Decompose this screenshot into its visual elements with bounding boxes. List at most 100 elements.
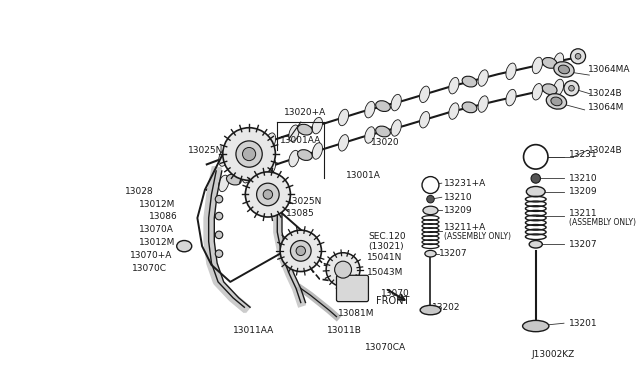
- Circle shape: [215, 212, 223, 220]
- Ellipse shape: [462, 102, 477, 113]
- Circle shape: [223, 128, 275, 180]
- Text: 13020+A: 13020+A: [284, 108, 326, 117]
- Text: (13021): (13021): [369, 242, 404, 251]
- Ellipse shape: [506, 63, 516, 80]
- Ellipse shape: [266, 158, 276, 175]
- Text: FRONT: FRONT: [376, 296, 410, 306]
- Ellipse shape: [542, 84, 557, 94]
- Text: 13024B: 13024B: [588, 89, 623, 98]
- Circle shape: [326, 253, 360, 286]
- Ellipse shape: [558, 65, 570, 74]
- Circle shape: [524, 145, 548, 169]
- Text: 13064MA: 13064MA: [588, 65, 631, 74]
- Circle shape: [422, 177, 439, 193]
- Ellipse shape: [298, 150, 312, 160]
- Circle shape: [564, 81, 579, 96]
- Text: 13012M: 13012M: [139, 200, 175, 209]
- Circle shape: [427, 195, 435, 203]
- Text: (ASSEMBLY ONLY): (ASSEMBLY ONLY): [444, 232, 511, 241]
- Ellipse shape: [365, 102, 375, 118]
- Text: J13002KZ: J13002KZ: [531, 350, 574, 359]
- Circle shape: [296, 246, 305, 256]
- Ellipse shape: [423, 206, 438, 215]
- Text: 13231+A: 13231+A: [444, 179, 486, 188]
- Text: 13020: 13020: [371, 138, 400, 147]
- Ellipse shape: [526, 186, 545, 197]
- Circle shape: [215, 250, 223, 257]
- Text: 13207: 13207: [569, 240, 597, 249]
- Circle shape: [243, 147, 255, 161]
- Ellipse shape: [312, 118, 323, 134]
- Text: 13070: 13070: [381, 289, 410, 298]
- Circle shape: [570, 49, 586, 64]
- Ellipse shape: [478, 70, 488, 86]
- Circle shape: [291, 241, 311, 261]
- Text: 13201: 13201: [569, 319, 597, 328]
- Ellipse shape: [554, 79, 564, 96]
- Text: 13064M: 13064M: [588, 103, 625, 112]
- Ellipse shape: [523, 320, 549, 332]
- Ellipse shape: [298, 124, 312, 135]
- Circle shape: [280, 230, 321, 272]
- Ellipse shape: [242, 141, 252, 158]
- Ellipse shape: [227, 149, 241, 160]
- Text: 13086: 13086: [148, 212, 177, 221]
- Text: 13211: 13211: [569, 209, 597, 218]
- Text: (ASSEMBLY ONLY): (ASSEMBLY ONLY): [569, 218, 636, 227]
- Ellipse shape: [425, 250, 436, 257]
- Ellipse shape: [449, 103, 459, 119]
- Text: 15041N: 15041N: [367, 253, 402, 262]
- Ellipse shape: [532, 57, 543, 74]
- Ellipse shape: [529, 241, 542, 248]
- Text: 13202: 13202: [433, 303, 461, 312]
- Circle shape: [215, 231, 223, 238]
- Text: 15043M: 15043M: [367, 268, 403, 277]
- Text: 13070A: 13070A: [139, 225, 174, 234]
- Ellipse shape: [462, 76, 477, 87]
- Ellipse shape: [551, 97, 562, 106]
- Ellipse shape: [554, 53, 564, 69]
- Text: 13070C: 13070C: [132, 264, 166, 273]
- Ellipse shape: [289, 150, 299, 167]
- Ellipse shape: [312, 143, 323, 159]
- Ellipse shape: [391, 94, 401, 111]
- Ellipse shape: [219, 150, 228, 166]
- Text: 13085: 13085: [285, 209, 314, 218]
- Circle shape: [335, 261, 351, 278]
- Ellipse shape: [532, 84, 543, 100]
- Ellipse shape: [420, 305, 441, 315]
- Ellipse shape: [339, 135, 349, 151]
- Text: 13001A: 13001A: [346, 171, 381, 180]
- Circle shape: [215, 195, 223, 203]
- Ellipse shape: [478, 96, 488, 112]
- Text: 13231: 13231: [569, 151, 597, 160]
- Ellipse shape: [419, 86, 429, 103]
- Text: 13070+A: 13070+A: [130, 251, 172, 260]
- FancyBboxPatch shape: [337, 275, 369, 302]
- Text: SEC.120: SEC.120: [369, 232, 406, 241]
- Ellipse shape: [506, 89, 516, 106]
- Circle shape: [531, 174, 540, 183]
- Ellipse shape: [289, 125, 299, 141]
- Circle shape: [569, 86, 574, 91]
- Ellipse shape: [419, 112, 429, 128]
- Ellipse shape: [376, 101, 390, 112]
- Circle shape: [257, 183, 279, 206]
- Text: 13012M: 13012M: [139, 238, 175, 247]
- Text: 13011AA: 13011AA: [233, 326, 275, 335]
- Ellipse shape: [376, 126, 390, 137]
- Circle shape: [245, 172, 291, 217]
- Text: 13209: 13209: [569, 187, 597, 196]
- Text: 13028: 13028: [125, 187, 154, 196]
- Text: 13210: 13210: [569, 174, 597, 183]
- Ellipse shape: [242, 166, 252, 183]
- Text: 13209: 13209: [444, 206, 472, 215]
- Ellipse shape: [542, 58, 557, 68]
- Ellipse shape: [365, 127, 375, 143]
- Ellipse shape: [554, 62, 574, 77]
- Text: 13024B: 13024B: [588, 146, 623, 155]
- Text: 13011B: 13011B: [327, 326, 362, 335]
- Ellipse shape: [339, 109, 349, 126]
- Text: 13025NA: 13025NA: [188, 146, 230, 155]
- Ellipse shape: [219, 175, 228, 192]
